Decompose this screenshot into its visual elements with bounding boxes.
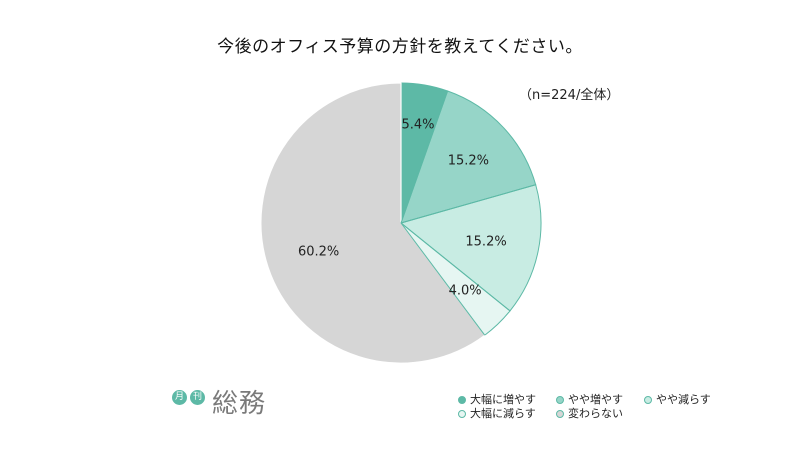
logo-badge-monthly: 月 xyxy=(172,390,187,405)
legend-swatch-large-increase xyxy=(458,396,466,404)
legend-item-slight-decrease: やや減らす xyxy=(644,393,711,406)
slice-boundary-slight-decrease xyxy=(400,184,536,224)
data-label-slight-decrease: 15.2% xyxy=(465,234,506,249)
data-label-large-decrease: 4.0% xyxy=(449,284,482,299)
legend-item-large-increase: 大幅に増やす xyxy=(458,393,536,406)
logo-wordmark: 総務 xyxy=(212,389,267,419)
legend-label-slight-decrease: やや減らす xyxy=(656,393,711,406)
legend-item-large-decrease: 大幅に減らす xyxy=(458,407,536,420)
pie-slice-slight-decrease xyxy=(399,184,542,312)
legend-label-large-decrease: 大幅に減らす xyxy=(470,407,536,420)
legend-label-unchanged: 変わらない xyxy=(568,407,623,420)
legend-item-slight-increase: やや増やす xyxy=(556,393,623,406)
data-label-slight-increase: 15.2% xyxy=(448,154,489,169)
slice-boundary-unchanged xyxy=(400,222,486,336)
legend-swatch-unchanged xyxy=(556,410,564,418)
legend-swatch-large-decrease xyxy=(458,410,466,418)
legend-swatch-slight-increase xyxy=(556,396,564,404)
slice-boundary-slight-increase xyxy=(400,90,449,224)
sample-size-note: （n=224/全体） xyxy=(519,88,620,103)
publisher-logo: 月 刊 総務 xyxy=(172,387,282,427)
logo-badge-issue: 刊 xyxy=(190,390,205,405)
pie-slice-slight-increase xyxy=(400,90,537,224)
legend-label-large-increase: 大幅に増やす xyxy=(470,393,536,406)
data-label-unchanged: 60.2% xyxy=(298,244,339,259)
chart-title: 今後のオフィス予算の方針を教えてください。 xyxy=(217,37,583,57)
slice-boundary-large-decrease xyxy=(400,222,511,312)
legend-swatch-slight-decrease xyxy=(644,396,652,404)
pie-slice-unchanged xyxy=(260,82,486,364)
legend-label-slight-increase: やや増やす xyxy=(568,393,623,406)
chart-legend: 大幅に増やす やや増やす やや減らす 大幅に減らす 変わらない xyxy=(458,393,748,423)
data-label-large-increase: 5.4% xyxy=(402,118,435,133)
legend-item-unchanged: 変わらない xyxy=(556,407,623,420)
